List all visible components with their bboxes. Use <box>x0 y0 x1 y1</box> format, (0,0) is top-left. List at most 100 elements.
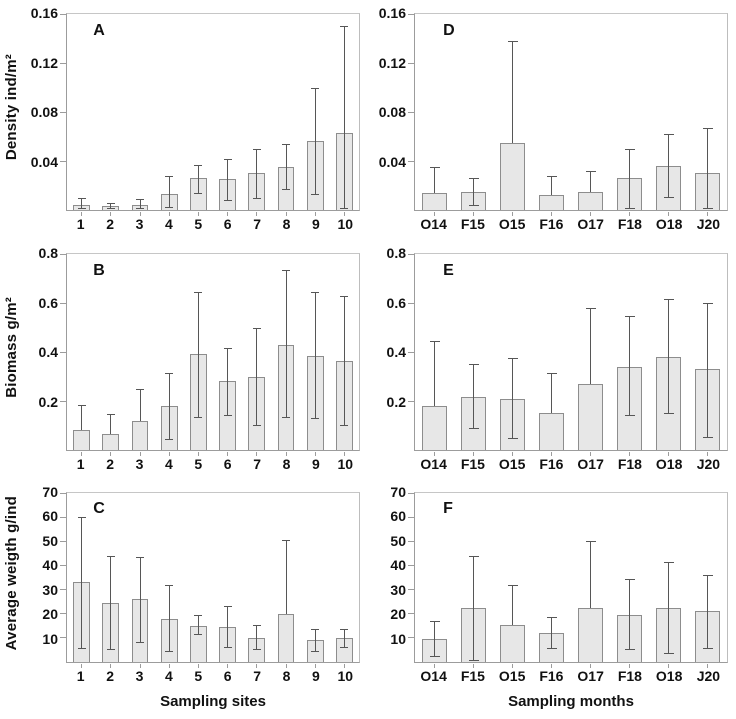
x-tick-mark <box>168 664 170 668</box>
y-tick-label: 0.4 <box>386 344 406 360</box>
error-bar-cap <box>165 372 174 374</box>
x-tick-mark <box>110 452 112 456</box>
y-tick-label: 20 <box>42 606 58 623</box>
error-bar-cap <box>702 303 713 304</box>
error-bar-cap <box>223 646 232 648</box>
y-tick-mark <box>408 400 414 402</box>
x-tick-label: F18 <box>617 668 642 684</box>
y-tick-label: 20 <box>390 606 406 623</box>
x-tick-mark <box>256 452 258 456</box>
y-axis-ticks: 0.04 0.08 0.12 0.16 <box>370 6 414 211</box>
x-tick-label: F18 <box>617 456 642 472</box>
x-axis-ticks: 1 2 3 4 5 6 7 8 9 10 <box>66 211 360 235</box>
error-bar-cap <box>194 164 203 166</box>
error-bar-cap <box>340 646 349 648</box>
error-bar <box>285 143 287 191</box>
panel-c: Average weigth g/ind 10 20 30 40 50 60 70 C 1 2… <box>0 480 368 719</box>
error-bar-cap <box>77 647 86 649</box>
error-bar-cap <box>663 561 674 563</box>
y-tick-mark <box>408 492 414 494</box>
panel-a: Density ind/m² 0.04 0.08 0.12 0.16 A 1 2 3 4 5 6… <box>0 0 368 240</box>
x-tick-label: 5 <box>194 456 203 472</box>
x-tick-label: 2 <box>106 216 114 232</box>
error-bar <box>707 127 708 209</box>
x-tick-label: 3 <box>135 668 144 684</box>
error-bar-cap <box>663 652 674 654</box>
x-tick-label: 5 <box>194 216 203 232</box>
x-tick-mark <box>551 212 552 216</box>
error-bar <box>81 517 83 649</box>
error-bar <box>314 291 316 420</box>
x-tick-mark <box>256 212 258 216</box>
error-bar <box>343 629 345 648</box>
panel-letter: D <box>443 21 455 39</box>
y-tick-label: 0.8 <box>386 245 406 261</box>
x-tick-mark <box>139 452 141 456</box>
error-bar-cap <box>624 414 635 416</box>
error-bar-cap <box>77 404 86 406</box>
x-tick-mark <box>197 664 199 668</box>
error-bar-cap <box>165 175 174 177</box>
error-bar-cap <box>194 291 203 293</box>
y-tick-label: 0.2 <box>38 393 58 410</box>
y-tick-label: 70 <box>390 484 406 500</box>
error-bar <box>314 629 316 653</box>
error-bar <box>227 348 229 416</box>
y-tick-label: 0.16 <box>378 5 406 21</box>
error-bar <box>590 541 591 608</box>
x-tick-label: O17 <box>577 668 604 684</box>
error-bar-cap <box>223 414 232 416</box>
x-tick-label: 4 <box>164 456 173 472</box>
y-axis-ticks: 0.2 0.4 0.6 0.8 <box>22 246 66 451</box>
y-axis-title-column: Average weigth g/ind <box>0 480 22 719</box>
x-tick-label: 6 <box>223 668 232 684</box>
x-tick-mark <box>629 212 630 216</box>
y-tick-label: 10 <box>390 630 406 647</box>
panel-letter: F <box>443 499 453 517</box>
x-tick-label: F15 <box>460 668 485 684</box>
x-tick-label: O14 <box>420 216 447 232</box>
x-tick-label: 9 <box>311 456 320 472</box>
y-axis-title: Average weigth g/ind <box>2 496 20 651</box>
error-bar <box>81 197 83 209</box>
y-tick-label: 0.16 <box>30 5 58 21</box>
y-tick-mark <box>60 589 66 591</box>
error-bar <box>343 26 345 209</box>
error-bar-cap <box>165 206 174 208</box>
x-tick-label: 7 <box>253 216 261 232</box>
error-bar-cap <box>702 575 713 577</box>
x-tick-label: 3 <box>135 216 144 232</box>
x-tick-label: 10 <box>337 668 354 684</box>
x-tick-label: O14 <box>420 668 447 684</box>
error-bar <box>473 178 474 207</box>
bar <box>499 624 526 662</box>
error-bar <box>551 175 552 196</box>
x-tick-label: 2 <box>106 456 114 472</box>
error-bar-cap <box>252 624 261 626</box>
x-tick-mark <box>343 452 345 456</box>
x-tick-mark <box>473 664 474 668</box>
x-tick-mark <box>285 452 287 456</box>
error-bar-cap <box>468 364 479 366</box>
error-bar-cap <box>282 540 290 542</box>
error-bar-cap <box>702 207 713 209</box>
x-tick-mark <box>434 212 435 216</box>
x-tick-label: 10 <box>337 456 354 472</box>
error-bar-cap <box>507 584 518 586</box>
bar <box>577 383 604 450</box>
error-bar-cap <box>136 556 144 558</box>
error-bar-cap <box>194 614 203 616</box>
y-tick-label: 10 <box>42 630 58 647</box>
error-bar-cap <box>507 358 518 360</box>
y-tick-label: 50 <box>390 532 406 549</box>
bar <box>102 434 120 450</box>
y-tick-mark <box>60 302 66 304</box>
x-tick-label: 4 <box>164 668 173 684</box>
error-bar-cap <box>311 87 320 89</box>
x-tick-mark <box>343 212 345 216</box>
error-bar-cap <box>663 196 674 198</box>
x-tick-mark <box>473 212 474 216</box>
y-tick-label: 0.4 <box>38 344 58 360</box>
x-tick-mark <box>629 664 630 668</box>
error-bar-cap <box>136 388 144 390</box>
